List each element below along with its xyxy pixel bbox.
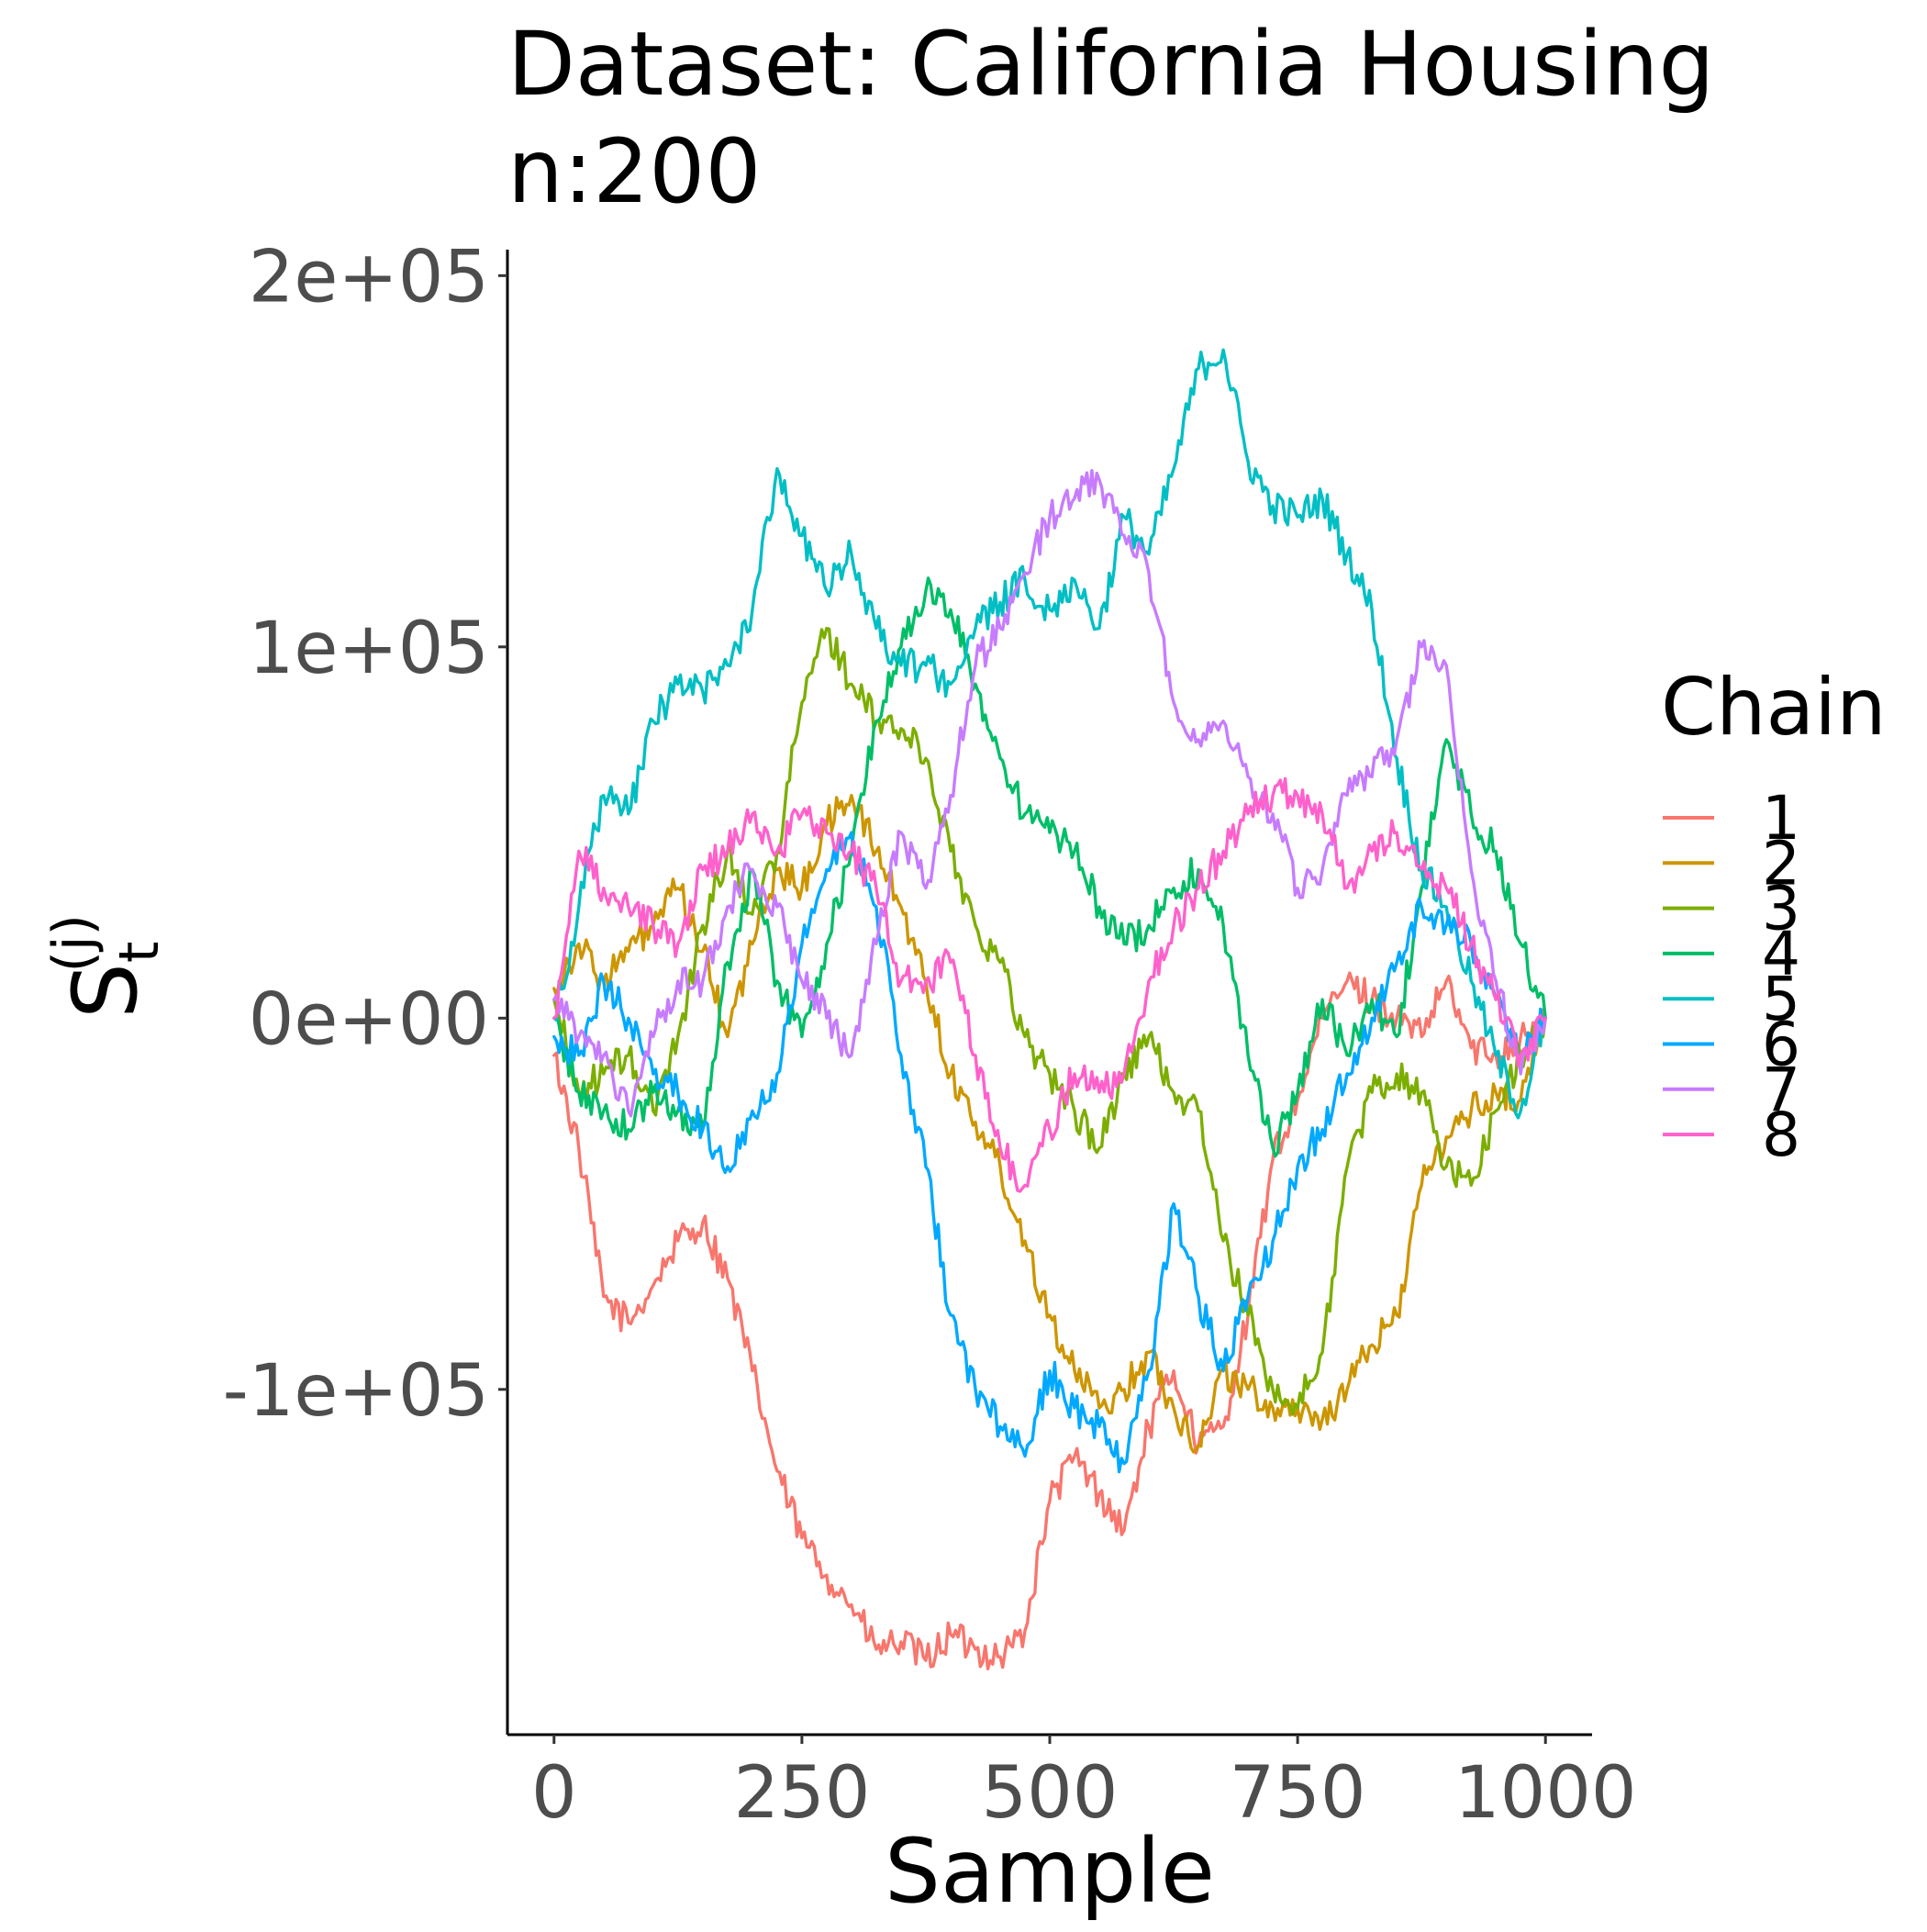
y-axis-title-subscript: t: [107, 942, 172, 964]
legend-label-chain-2: 2: [1762, 828, 1800, 899]
series-line-chain-5: [552, 348, 1547, 1120]
y-axis-title-main: S: [54, 963, 157, 1019]
y-tick-label: 1e+05: [249, 608, 489, 690]
legend-label-chain-7: 7: [1762, 1055, 1800, 1125]
x-tick-label: 750: [1230, 1752, 1366, 1835]
x-tick-label: 250: [733, 1752, 870, 1835]
y-tick-label: 2e+05: [249, 236, 489, 318]
x-tick-label: 0: [531, 1752, 577, 1835]
y-tick-label: 0e+00: [249, 978, 489, 1061]
legend-label-chain-6: 6: [1762, 1010, 1800, 1080]
series-line-chain-7: [552, 469, 1547, 1118]
legend-label-chain-4: 4: [1762, 919, 1800, 989]
y-axis-ticks: -1e+05 0e+00 1e+05 2e+05: [223, 236, 507, 1433]
legend-label-chain-3: 3: [1762, 874, 1800, 944]
series-line-chain-3: [552, 626, 1547, 1416]
legend-label-chain-8: 8: [1762, 1100, 1800, 1170]
legend-label-chain-1: 1: [1762, 783, 1800, 854]
legend-title: Chain: [1661, 662, 1887, 754]
series-line-chain-8: [552, 776, 1547, 1193]
series-layer: [552, 348, 1547, 1671]
y-axis-title: St(j): [41, 914, 172, 1019]
legend-label-chain-5: 5: [1762, 964, 1800, 1034]
chart-title-line-1: Dataset: California Housing: [507, 13, 1714, 116]
x-axis-title: Sample: [885, 1820, 1215, 1923]
chart-title-line-2: n:200: [507, 120, 761, 223]
svg-text:St(j): St(j): [41, 914, 172, 1019]
x-axis-ticks: 0 250 500 750 1000: [531, 1735, 1637, 1835]
series-line-chain-6: [552, 831, 1547, 1474]
y-axis-title-superscript: (j): [41, 914, 106, 973]
x-tick-label: 1000: [1454, 1752, 1637, 1835]
x-tick-label: 500: [982, 1752, 1119, 1835]
y-tick-label: -1e+05: [223, 1350, 489, 1433]
